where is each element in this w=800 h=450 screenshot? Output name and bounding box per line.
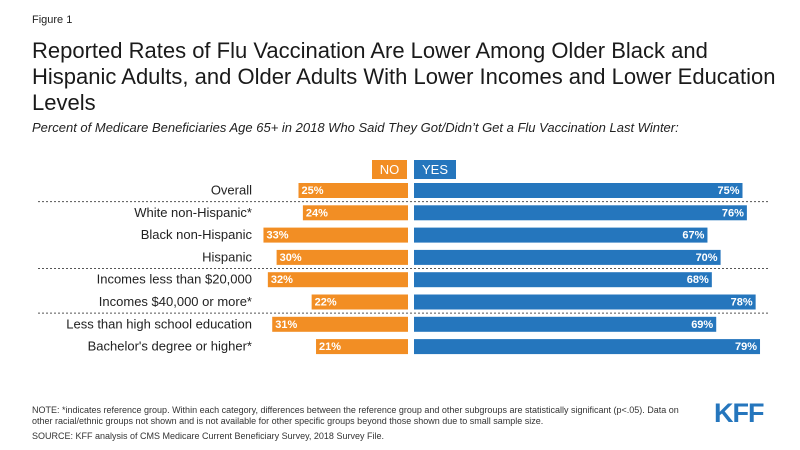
category-label: Hispanic — [202, 249, 252, 264]
data-label-yes: 69% — [691, 319, 713, 331]
bar-no — [311, 294, 408, 310]
bar-no — [276, 249, 408, 265]
data-label-no: 33% — [266, 230, 288, 242]
source-note: SOURCE: KFF analysis of CMS Medicare Cur… — [32, 431, 384, 441]
bar-yes — [414, 316, 717, 332]
data-label-yes: 75% — [717, 185, 739, 197]
bar-no — [272, 316, 408, 332]
bar-no — [263, 227, 408, 243]
data-label-yes: 68% — [687, 274, 709, 286]
category-label: Black non-Hispanic — [141, 227, 253, 242]
bar-no — [316, 339, 408, 355]
legend-yes-swatch — [414, 160, 456, 179]
data-label-yes: 76% — [722, 207, 744, 219]
data-label-no: 24% — [306, 207, 328, 219]
legend-yes-label: YES — [422, 162, 448, 177]
category-label: Incomes less than $20,000 — [97, 272, 252, 287]
category-label: Incomes $40,000 or more* — [99, 294, 252, 309]
data-label-no: 25% — [302, 185, 324, 197]
bar-yes — [414, 272, 712, 288]
data-label-yes: 78% — [731, 297, 753, 309]
category-label: Bachelor's degree or higher* — [88, 339, 252, 354]
data-label-no: 22% — [315, 297, 337, 309]
chart-title: Reported Rates of Flu Vaccination Are Lo… — [32, 38, 776, 115]
bar-yes — [414, 294, 756, 310]
category-label: Less than high school education — [66, 316, 252, 331]
bar-yes — [414, 249, 721, 265]
data-label-no: 21% — [319, 341, 341, 353]
bar-no — [267, 272, 408, 288]
data-label-yes: 67% — [682, 230, 704, 242]
diverging-bar-chart: NO YES Overall 25% 75% White non-Hispanic* 24%… — [38, 160, 768, 355]
category-label: Overall — [211, 183, 252, 198]
footnote: NOTE: *indicates reference group. Within… — [32, 405, 679, 426]
bar-yes — [414, 339, 761, 355]
data-label-yes: 70% — [696, 252, 718, 264]
legend-no-swatch — [372, 160, 407, 179]
bar-no — [302, 205, 408, 221]
figure-label: Figure 1 — [32, 14, 73, 26]
bar-no — [298, 183, 408, 198]
chart-subtitle: Percent of Medicare Beneficiaries Age 65… — [32, 120, 679, 135]
bar-yes — [414, 227, 708, 243]
data-label-yes: 79% — [735, 341, 757, 353]
bar-yes — [414, 205, 747, 221]
data-label-no: 32% — [271, 274, 293, 286]
category-label: White non-Hispanic* — [134, 205, 252, 220]
bar-yes — [414, 183, 743, 198]
kff-logo: KFF — [714, 398, 764, 428]
legend-no-label: NO — [380, 162, 400, 177]
data-label-no: 31% — [275, 319, 297, 331]
data-label-no: 30% — [280, 252, 302, 264]
